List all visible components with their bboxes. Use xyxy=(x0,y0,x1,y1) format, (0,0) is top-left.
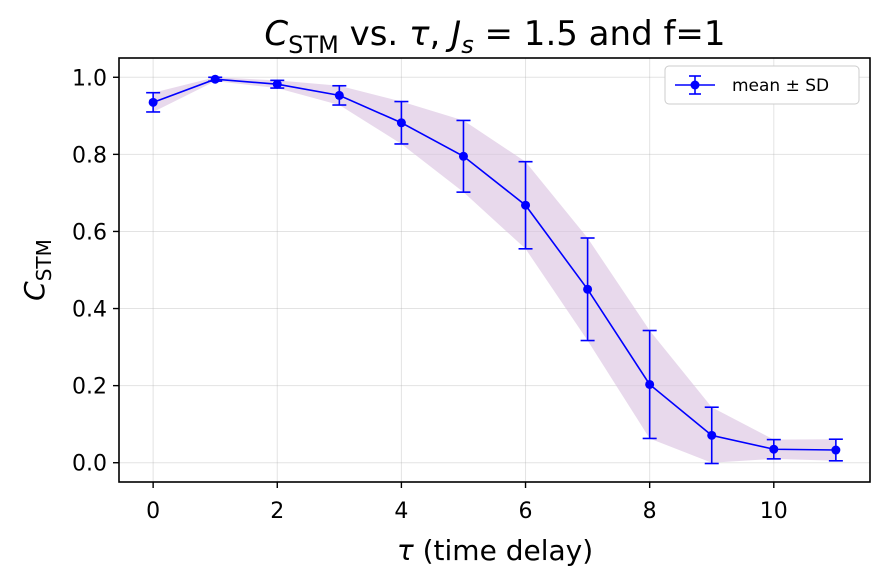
y-tick-label: 0.4 xyxy=(72,298,107,323)
data-point xyxy=(458,151,468,161)
y-tick-label: 0.2 xyxy=(72,375,107,400)
x-tick-label: 8 xyxy=(643,499,657,524)
legend[interactable]: mean ± SD xyxy=(664,65,860,105)
y-axis-label: CSTM xyxy=(18,239,56,301)
data-point xyxy=(707,430,717,440)
x-tick-label: 6 xyxy=(519,499,533,524)
x-axis-ticks: 0 2 4 6 8 10 xyxy=(146,482,788,524)
legend-marker xyxy=(690,80,700,90)
data-point xyxy=(645,379,655,389)
y-tick-label: 0.0 xyxy=(72,452,107,477)
data-point xyxy=(396,118,406,128)
chart-title: CSTM vs. τ, Js = 1.5 and f=1 xyxy=(264,14,725,59)
error-bars xyxy=(146,76,843,465)
data-points xyxy=(148,74,841,455)
sd-band-group xyxy=(153,77,836,463)
y-axis-ticks: 0.0 0.2 0.4 0.6 0.8 1.0 xyxy=(72,66,119,477)
data-point xyxy=(272,79,282,89)
y-tick-label: 0.8 xyxy=(72,143,107,168)
data-point xyxy=(521,200,531,210)
data-point xyxy=(148,97,158,107)
data-point xyxy=(210,74,220,84)
y-tick-label: 1.0 xyxy=(72,66,107,91)
series-line xyxy=(152,78,836,451)
legend-box xyxy=(664,65,860,105)
grid xyxy=(119,58,870,482)
data-point xyxy=(334,90,344,100)
y-tick-label: 0.6 xyxy=(72,220,107,245)
x-tick-label: 0 xyxy=(146,499,160,524)
data-point xyxy=(769,444,779,454)
x-tick-label: 2 xyxy=(270,499,284,524)
data-point xyxy=(831,445,841,455)
plot-frame xyxy=(118,57,871,483)
x-tick-label: 10 xyxy=(760,499,788,524)
x-tick-label: 4 xyxy=(394,499,408,524)
series-line-group xyxy=(152,78,836,451)
data-point xyxy=(583,284,593,294)
sd-band xyxy=(153,77,836,463)
x-axis-label: τ (time delay) xyxy=(397,534,593,567)
legend-label: mean ± SD xyxy=(732,76,829,96)
